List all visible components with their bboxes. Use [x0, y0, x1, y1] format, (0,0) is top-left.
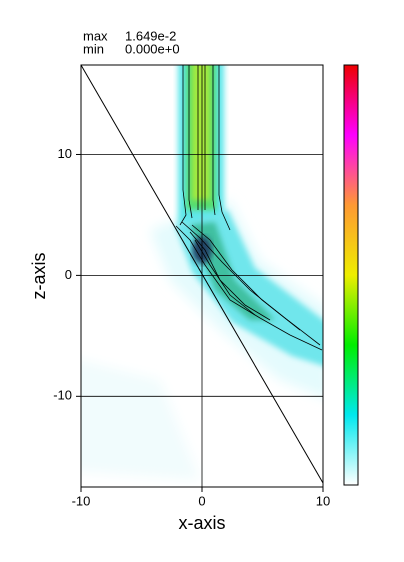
max-value: 1.649e-2 [125, 28, 176, 43]
y-tick-label: 10 [58, 146, 72, 161]
y-tick-label: -10 [53, 388, 72, 403]
x-tick-label: 10 [316, 493, 330, 508]
x-axis-label: x-axis [178, 513, 225, 533]
min-value: 0.000e+0 [125, 41, 180, 56]
x-tick-label: 0 [198, 493, 205, 508]
field [81, 65, 323, 480]
x-tick-label: -10 [72, 493, 91, 508]
max-label: max [83, 28, 108, 43]
min-label: min [83, 41, 104, 56]
y-axis-label: z-axis [29, 252, 49, 299]
y-tick-label: 0 [65, 267, 72, 282]
colorbar [343, 64, 359, 486]
